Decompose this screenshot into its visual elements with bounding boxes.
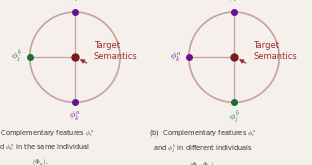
Text: Target
Semantics: Target Semantics — [94, 41, 138, 61]
Text: $\phi_i^a$: $\phi_i^a$ — [228, 0, 240, 4]
Text: $\phi_j^b$: $\phi_j^b$ — [228, 110, 240, 126]
Text: (a)  Complementary features $\phi_i^a$
and $\phi_k^a$ in the same individual
$(\: (a) Complementary features $\phi_i^a$ an… — [0, 129, 94, 165]
Text: $\phi_i^a$: $\phi_i^a$ — [69, 0, 81, 4]
Text: $\phi_k^a$: $\phi_k^a$ — [69, 110, 81, 123]
Text: $\phi_k^a$: $\phi_k^a$ — [170, 51, 181, 64]
Text: $\phi_j^b$: $\phi_j^b$ — [11, 49, 22, 65]
Text: (b)  Complementary features $\phi_i^a$
and $\phi_j^b$ in different individuals
$: (b) Complementary features $\phi_i^a$ an… — [149, 129, 257, 165]
Text: Target
Semantics: Target Semantics — [253, 41, 297, 61]
